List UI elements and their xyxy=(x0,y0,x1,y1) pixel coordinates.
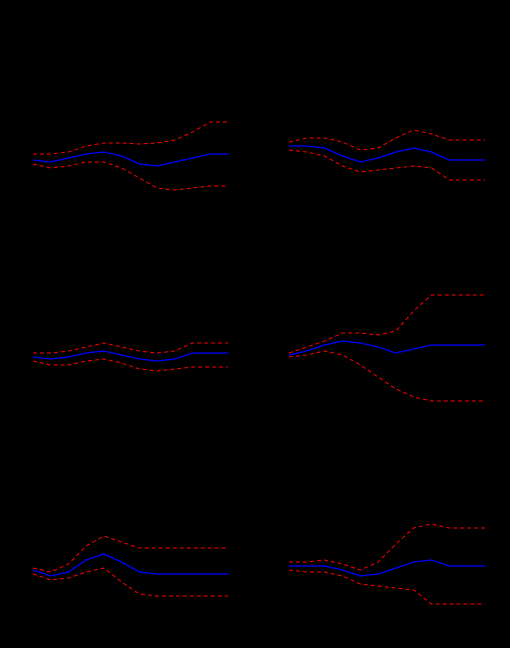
series-line-lower xyxy=(32,358,228,372)
panel-2 xyxy=(288,129,485,181)
panel-1 xyxy=(32,121,228,191)
series-line-mean xyxy=(289,559,485,577)
panel-grid xyxy=(32,121,485,605)
series-line-lower xyxy=(288,350,485,402)
series-line-mean xyxy=(32,151,228,167)
series-line-mean xyxy=(288,340,485,356)
series-line-upper xyxy=(32,535,228,573)
series-line-upper xyxy=(288,129,485,151)
series-line-lower xyxy=(32,567,228,597)
series-line-upper xyxy=(289,523,485,571)
panel-3 xyxy=(32,342,228,372)
series-line-lower xyxy=(32,161,228,191)
series-line-mean xyxy=(289,145,485,163)
series-line-mean xyxy=(32,553,228,577)
series-line-lower xyxy=(288,149,485,181)
panel-4 xyxy=(288,294,485,402)
panel-5 xyxy=(32,535,228,597)
series-line-upper xyxy=(33,121,228,155)
series-line-upper xyxy=(33,342,228,354)
series-line-lower xyxy=(288,569,485,605)
series-line-mean xyxy=(32,350,228,362)
series-line-upper xyxy=(288,294,485,354)
panel-6 xyxy=(288,523,485,605)
